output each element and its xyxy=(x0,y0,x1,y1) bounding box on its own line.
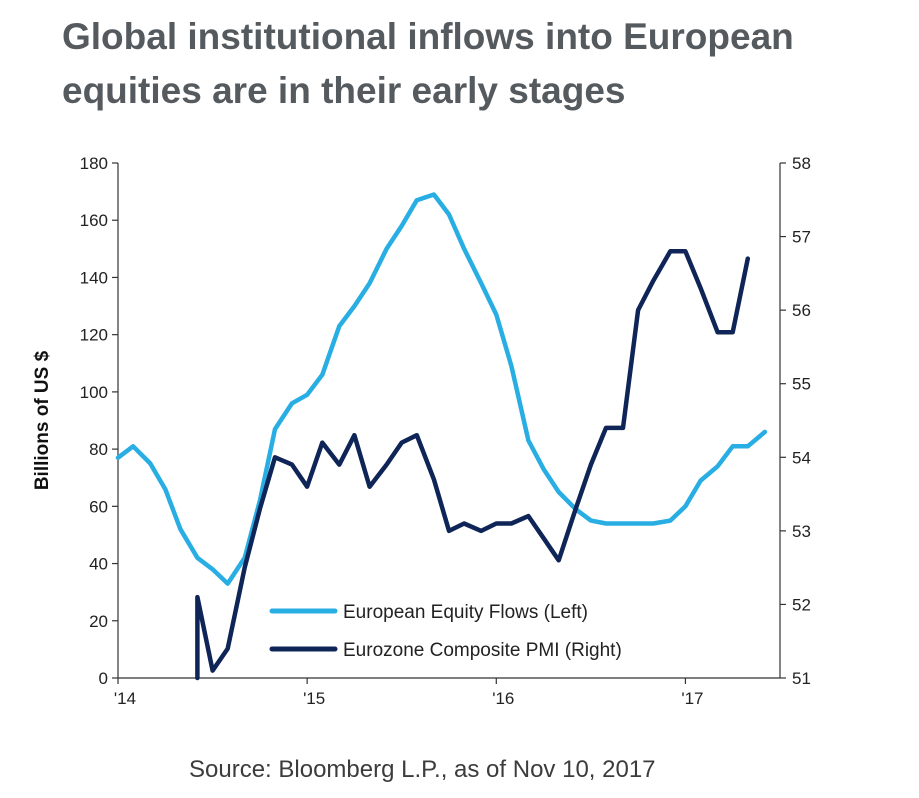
x-axis-tick-label: '14 xyxy=(114,689,136,708)
left-axis-tick-label: 80 xyxy=(89,440,108,459)
left-axis-tick-label: 180 xyxy=(80,154,108,173)
y-axis-label: Billions of US $ xyxy=(32,350,53,490)
right-axis-tick-label: 56 xyxy=(792,301,811,320)
right-axis-tick-label: 58 xyxy=(792,154,811,173)
chart-title: Global institutional inflows into Europe… xyxy=(62,10,902,118)
series-lines xyxy=(115,192,768,681)
legend-label: European Equity Flows (Left) xyxy=(343,602,588,623)
series-line-eurozone-composite-pmi xyxy=(195,249,751,681)
right-axis-tick-label: 53 xyxy=(792,522,811,541)
left-axis-tick-label: 160 xyxy=(80,211,108,230)
right-axis-tick-label: 57 xyxy=(792,228,811,247)
chart-title-line-2: equities are in their early stages xyxy=(62,70,626,111)
chart: 0 20 40 60 80 100 120 140 160 180 51 52 53 54 55 56 57 58… xyxy=(32,154,811,708)
left-axis-tick-label: 40 xyxy=(89,555,108,574)
chart-title-line-1: Global institutional inflows into Europe… xyxy=(62,16,794,57)
axes: 0 20 40 60 80 100 120 140 160 180 51 52 53 54 55 56 57 58… xyxy=(32,154,811,708)
x-axis-tick-label: '17 xyxy=(681,689,703,708)
legend: European Equity Flows (Left) Eurozone Com… xyxy=(269,602,622,661)
right-axis-tick-label: 51 xyxy=(792,669,811,688)
x-axis-tick-label: '16 xyxy=(492,689,514,708)
right-axis-tick-label: 52 xyxy=(792,595,811,614)
left-axis-tick-label: 20 xyxy=(89,612,108,631)
right-axis-tick-label: 54 xyxy=(792,448,811,467)
series-line-european-equity-flows xyxy=(115,192,768,586)
left-axis-tick-label: 100 xyxy=(80,383,108,402)
left-axis-tick-label: 140 xyxy=(80,268,108,287)
x-axis-tick-label: '15 xyxy=(303,689,325,708)
right-axis-tick-label: 55 xyxy=(792,375,811,394)
left-axis-tick-label: 120 xyxy=(80,326,108,345)
legend-label: Eurozone Composite PMI (Right) xyxy=(343,640,622,661)
source-note: Source: Bloomberg L.P., as of Nov 10, 20… xyxy=(189,756,656,783)
left-axis-tick-label: 60 xyxy=(89,497,108,516)
left-axis-tick-label: 0 xyxy=(99,669,108,688)
